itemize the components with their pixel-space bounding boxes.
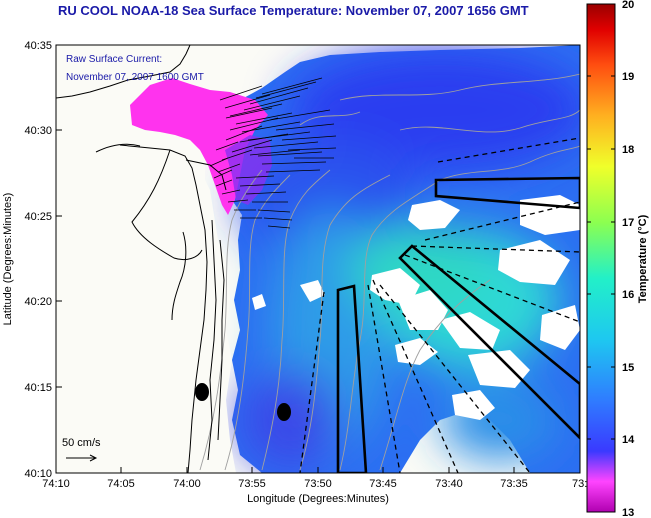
surface-current-vectors bbox=[209, 77, 337, 229]
survey-transect-polygons bbox=[336, 176, 580, 473]
y-tick-label: 40:20 bbox=[24, 296, 52, 308]
y-tick-label: 40:30 bbox=[24, 125, 52, 137]
colorbar-tick-label: 18 bbox=[622, 144, 634, 156]
colorbar-tick-label: 17 bbox=[622, 217, 634, 229]
coastal-land bbox=[56, 45, 236, 473]
y-tick-label: 40:25 bbox=[24, 211, 52, 223]
colorbar-gradient bbox=[586, 3, 616, 513]
x-tick-label: 74:10 bbox=[42, 478, 70, 490]
colorbar-tick-label: 13 bbox=[622, 507, 634, 518]
scale-arrow-label: 50 cm/s bbox=[62, 437, 101, 449]
x-tick-label: 73:50 bbox=[304, 478, 332, 490]
x-tick-label: 74:00 bbox=[173, 478, 201, 490]
x-tick-label: 73:45 bbox=[369, 478, 397, 490]
colorbar-tick-label: 19 bbox=[622, 71, 634, 83]
colorbar-tick-label: 15 bbox=[622, 362, 634, 374]
current-scale-arrow bbox=[66, 454, 98, 462]
x-tick-label: 73:40 bbox=[435, 478, 463, 490]
temperature-colorbar: 20 19 18 17 16 15 14 13 Temperature (°C) bbox=[586, 0, 649, 518]
sst-south-blue-region bbox=[240, 370, 340, 470]
sst-deep-blue-region bbox=[290, 50, 580, 170]
sst-southeast-blue-region bbox=[440, 380, 560, 460]
current-annotation-line1: Raw Surface Current: bbox=[66, 54, 162, 65]
sst-purple-region bbox=[225, 135, 272, 205]
station-marker-west bbox=[195, 383, 209, 401]
y-tick-label: 40:10 bbox=[24, 468, 52, 480]
colorbar-tick-label: 14 bbox=[622, 434, 635, 446]
y-tick-label: 40:35 bbox=[24, 40, 52, 52]
map-title: RU COOL NOAA-18 Sea Surface Temperature:… bbox=[58, 3, 529, 18]
dashed-radar-sectors bbox=[299, 137, 580, 473]
x-tick-label: 73:55 bbox=[238, 478, 266, 490]
axis-tick-marks bbox=[55, 44, 515, 474]
cloud-mask bbox=[252, 195, 580, 420]
plot-area: 50 cm/s Raw Surface Current: November 07… bbox=[56, 45, 580, 473]
x-axis-label: Longitude (Degrees:Minutes) bbox=[247, 493, 389, 505]
colorbar-label: Temperature (°C) bbox=[637, 214, 649, 303]
station-marker-east bbox=[277, 403, 291, 421]
colorbar-tick-label: 16 bbox=[622, 289, 634, 301]
x-tick-label: 73:35 bbox=[500, 478, 528, 490]
y-tick-label: 40:15 bbox=[24, 382, 52, 394]
current-annotation-line2: November 07, 2007 1600 GMT bbox=[66, 72, 204, 83]
colorbar-tick-label: 20 bbox=[622, 0, 634, 11]
x-tick-label: 74:05 bbox=[107, 478, 135, 490]
coastline bbox=[56, 45, 227, 473]
y-axis-label: Latitude (Degrees:Minutes) bbox=[2, 193, 14, 326]
